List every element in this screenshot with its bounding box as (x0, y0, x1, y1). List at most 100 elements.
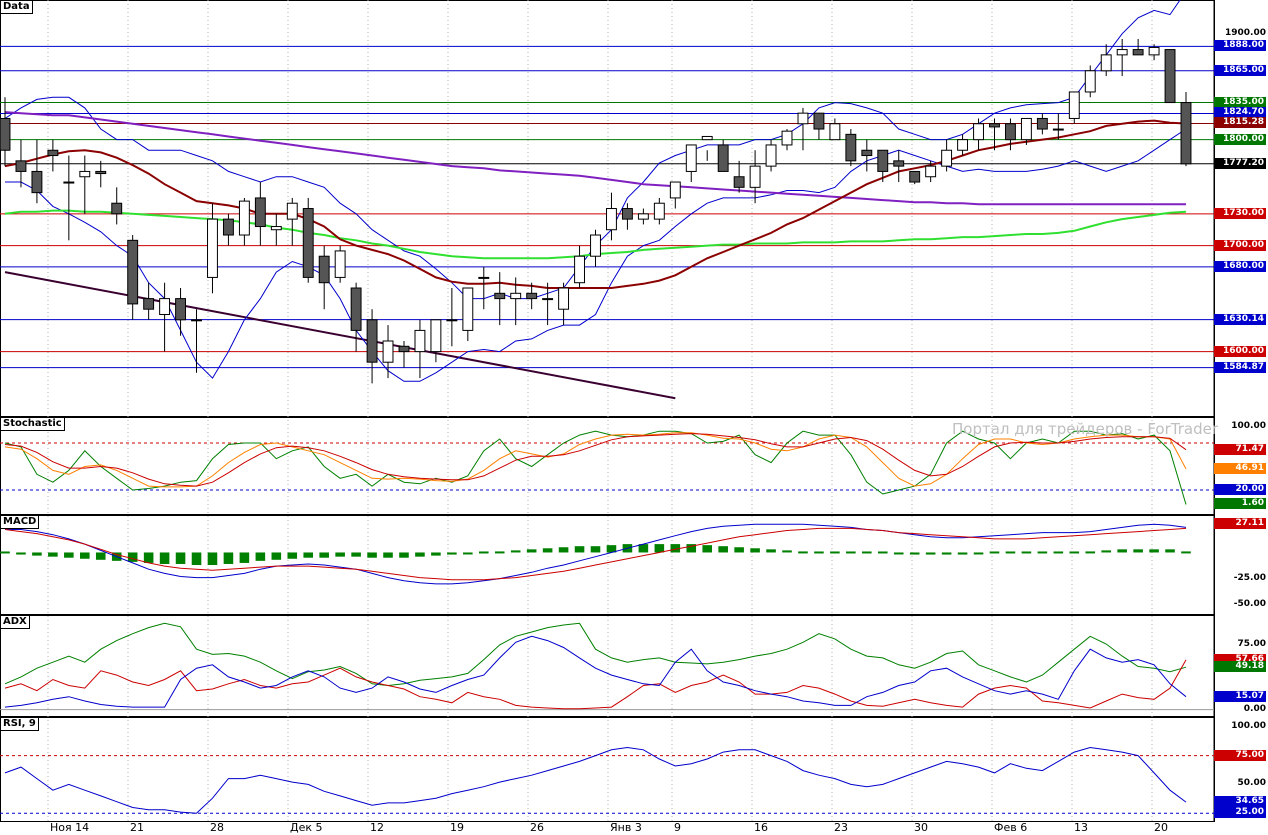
macd-histogram-bar (718, 546, 728, 553)
candle-bull (925, 165, 937, 178)
stoch-series-line (4, 433, 1187, 487)
macd-histogram-bar (846, 551, 856, 554)
candle-bear (222, 218, 234, 236)
candle-bull (781, 130, 793, 146)
candle-bull (191, 319, 202, 322)
macd-histogram-bar (48, 552, 58, 557)
candle-bull (270, 226, 282, 231)
candle-bull (797, 112, 809, 125)
candle-bull (1084, 70, 1096, 93)
macd-histogram-bar (909, 552, 920, 555)
candle-bull (685, 144, 697, 172)
macd-histogram-bar (0, 551, 10, 554)
macd-histogram-bar (80, 552, 90, 559)
y-value-badge: 27.11 (1214, 518, 1266, 530)
x-tick-label: 9 (674, 821, 681, 834)
macd-histogram-bar (255, 552, 266, 561)
macd-histogram-bar (702, 545, 713, 553)
y-value-badge: 75.00 (1214, 749, 1266, 761)
candle-bull (159, 298, 171, 316)
macd-histogram-bar (1037, 551, 1048, 554)
candle-bear (621, 208, 633, 220)
candle-bull (941, 149, 953, 167)
y-value-badge: 57.66 (1214, 653, 1266, 665)
x-tick-label: 28 (210, 821, 224, 834)
candle-bull (63, 181, 75, 184)
candle-bear (989, 123, 1000, 128)
macd-histogram-bar (654, 544, 665, 553)
macd-histogram-bar (207, 552, 218, 566)
candle-bull (207, 218, 218, 278)
adx-series-line (4, 659, 1187, 710)
y-tick-label: 0.00 (1243, 703, 1266, 714)
macd-histogram-bar (1117, 549, 1127, 553)
macd-histogram-bar (734, 547, 744, 553)
candle-bull (973, 123, 984, 141)
y-value-badge: 1600.00 (1214, 345, 1266, 357)
y-value-badge: 46.91 (1214, 462, 1266, 474)
candle-bull (446, 319, 458, 322)
macd-histogram-bar (989, 551, 1000, 554)
trendline (4, 271, 676, 400)
macd-histogram-bar (1181, 551, 1191, 554)
candle-bull (382, 340, 394, 363)
candle-bear (893, 160, 905, 167)
candle-bear (526, 292, 538, 300)
adx-panel-label: ADX (0, 615, 30, 629)
macd-histogram-bar (830, 551, 840, 554)
candle-bull (590, 234, 601, 257)
macd-histogram-bar (1085, 551, 1096, 554)
adx-series-line (4, 635, 1187, 708)
macd-histogram-bar (478, 551, 489, 554)
macd-histogram-bar (287, 552, 298, 559)
y-value-badge: 1630.14 (1214, 313, 1266, 325)
candle-bull (749, 165, 761, 188)
macd-histogram-bar (606, 545, 617, 553)
y-value-badge: 25.00 (1214, 807, 1266, 819)
macd-line (5, 523, 1187, 585)
candle-bear (877, 149, 889, 172)
macd-histogram-bar (1101, 550, 1111, 553)
adx-series-line (4, 622, 1187, 687)
rsi-panel-label: RSI, 9 (0, 717, 39, 731)
candle-bear (1180, 102, 1192, 165)
candle-bull (1148, 46, 1160, 56)
stochastic-panel-label: Stochastic (0, 417, 65, 431)
y-tick-label: -25.00 (1233, 572, 1266, 583)
candle-bull (238, 200, 250, 236)
candle-bull (286, 202, 298, 220)
macd-histogram-bar (638, 544, 649, 553)
candle-bull (1020, 117, 1032, 141)
macd-histogram-bar (143, 552, 154, 563)
x-tick-label: 26 (530, 821, 544, 834)
macd-histogram-bar (526, 549, 537, 553)
macd-histogram-bar (1053, 551, 1064, 554)
x-tick-label: Ноя 14 (50, 821, 90, 834)
macd-histogram-bar (1005, 551, 1016, 554)
macd-histogram-bar (399, 552, 409, 558)
y-value-badge: 1888.00 (1214, 40, 1266, 52)
macd-histogram-bar (814, 551, 824, 554)
price-panel-label: Data (0, 0, 33, 14)
y-value-badge: 1865.00 (1214, 64, 1266, 76)
ma-purple (4, 111, 1186, 206)
candle-bear (127, 239, 139, 305)
y-tick-label: 100.00 (1231, 720, 1266, 731)
macd-histogram-bar (862, 551, 872, 554)
macd-histogram-bar (127, 552, 138, 562)
candle-bull (334, 250, 346, 278)
macd-histogram-bar (782, 550, 792, 553)
macd-histogram-bar (1069, 551, 1080, 554)
y-value-badge: 1800.00 (1214, 133, 1266, 145)
y-tick-label: 1900.00 (1225, 27, 1266, 38)
candle-bull (1100, 54, 1112, 72)
panel-frame-adx (0, 615, 1215, 717)
x-tick-label: 16 (754, 821, 768, 834)
y-tick-label: 50.00 (1237, 778, 1266, 789)
candle-bear (254, 197, 266, 228)
candle-bear (845, 133, 857, 162)
macd-histogram-bar (191, 552, 202, 566)
macd-histogram-bar (175, 552, 186, 564)
candle-bull (414, 329, 426, 353)
